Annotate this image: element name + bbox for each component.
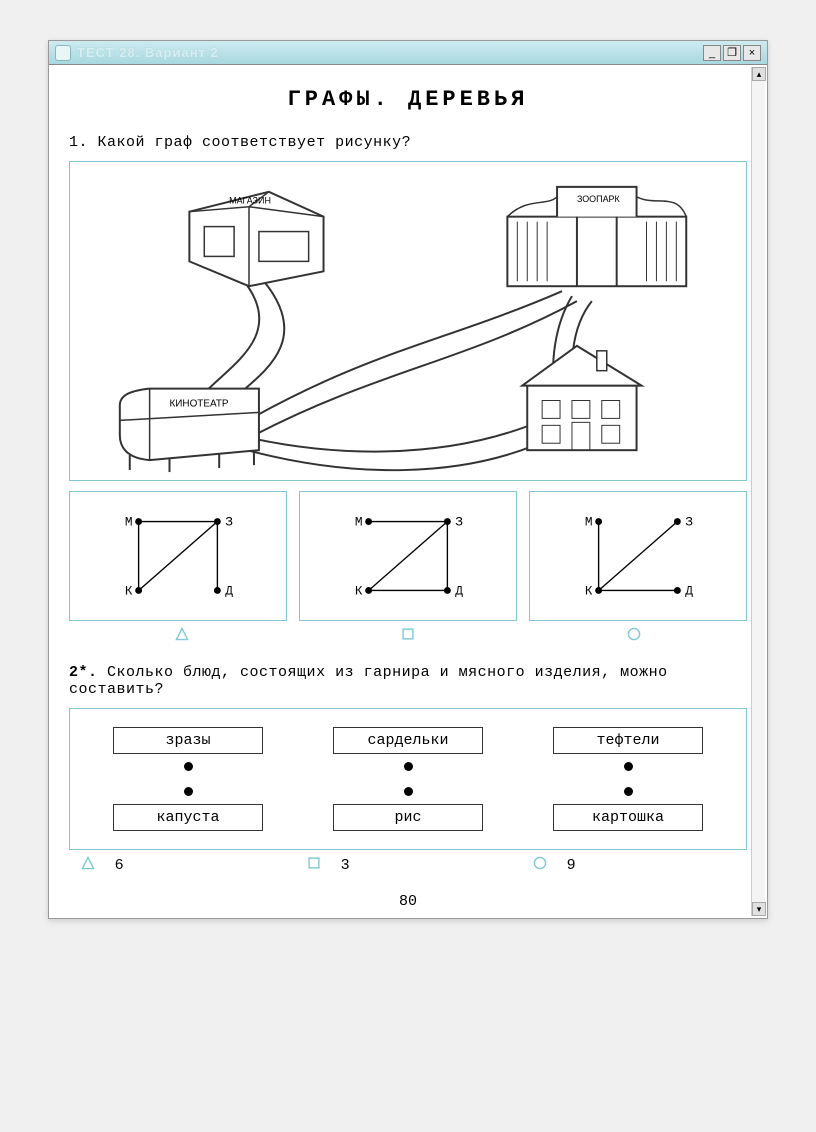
graph-a: М З К Д (70, 492, 286, 620)
page-number: 80 (69, 893, 747, 910)
svg-text:З: З (685, 514, 693, 529)
svg-text:Д: Д (225, 583, 233, 598)
q2-diagram: зразы капуста сардельки рис тефтели карт… (69, 708, 747, 850)
svg-text:М: М (125, 514, 133, 529)
dot-icon (404, 762, 413, 771)
q1-number: 1. (69, 134, 88, 151)
marker-square-icon[interactable] (307, 856, 321, 875)
q2-number: 2*. (69, 664, 98, 681)
meat-3: тефтели (553, 727, 703, 754)
scroll-up-icon[interactable]: ▴ (752, 67, 766, 81)
dot-icon (404, 787, 413, 796)
cinema-label: КИНОТЕАТР (170, 398, 229, 409)
zoo-label: ЗООПАРК (577, 194, 621, 204)
meat-1: зразы (113, 727, 263, 754)
svg-text:З: З (455, 514, 463, 529)
q2-answers: 6 3 9 (69, 856, 747, 875)
dot-icon (184, 787, 193, 796)
side-3: картошка (553, 804, 703, 831)
svg-text:Д: Д (455, 583, 463, 598)
meat-row: зразы капуста сардельки рис тефтели карт… (98, 727, 718, 831)
q2-text: 2*. Сколько блюд, состоящих из гарнира и… (69, 664, 747, 698)
building-house (522, 346, 641, 450)
marker-circle-icon[interactable] (533, 856, 547, 875)
q1-question: Какой граф соответствует рисунку? (98, 134, 412, 151)
map-svg: МАГАЗИН ЗООПАРК (70, 162, 746, 480)
q2-question: Сколько блюд, состоящих из гарнира и мяс… (69, 664, 668, 698)
svg-text:К: К (585, 583, 593, 598)
marker-triangle-icon[interactable] (175, 627, 189, 646)
q1-option-a: М З К Д (69, 491, 287, 621)
marker-triangle-icon[interactable] (81, 856, 95, 875)
app-icon (55, 45, 71, 61)
q1-option-c: М З К Д (529, 491, 747, 621)
marker-circle-icon[interactable] (627, 627, 641, 646)
dot-icon (624, 762, 633, 771)
svg-text:К: К (355, 583, 363, 598)
scrollbar[interactable]: ▴ ▾ (751, 67, 765, 916)
answer-b: 3 (341, 857, 350, 874)
window-buttons: _ ❐ × (703, 45, 761, 61)
shop-label: МАГАЗИН (229, 196, 271, 206)
marker-square-icon[interactable] (401, 627, 415, 646)
page-title: ГРАФЫ. ДЕРЕВЬЯ (69, 87, 747, 112)
side-1: капуста (113, 804, 263, 831)
svg-text:К: К (125, 583, 133, 598)
side-2: рис (333, 804, 483, 831)
app-window: ТЕСТ 28. Вариант 2 _ ❐ × ▴ ▾ ГРАФЫ. ДЕРЕ… (48, 40, 768, 919)
building-shop: МАГАЗИН (189, 192, 323, 286)
food-col-3: тефтели картошка (538, 727, 718, 831)
q1-illustration: МАГАЗИН ЗООПАРК (69, 161, 747, 481)
answer-a: 6 (115, 857, 124, 874)
q1-markers (69, 627, 747, 646)
building-cinema: КИНОТЕАТР (120, 389, 259, 472)
svg-text:Д: Д (685, 583, 693, 598)
svg-text:М: М (585, 514, 593, 529)
window-title: ТЕСТ 28. Вариант 2 (77, 45, 703, 60)
svg-text:М: М (355, 514, 363, 529)
dot-icon (184, 762, 193, 771)
svg-text:З: З (225, 514, 233, 529)
answer-c: 9 (567, 857, 576, 874)
q1-text: 1. Какой граф соответствует рисунку? (69, 134, 747, 151)
minimize-button[interactable]: _ (703, 45, 721, 61)
page-content: ▴ ▾ ГРАФЫ. ДЕРЕВЬЯ 1. Какой граф соответ… (49, 65, 767, 918)
q1-option-b: М З К Д (299, 491, 517, 621)
graph-b: М З К Д (300, 492, 516, 620)
building-zoo: ЗООПАРК (507, 187, 686, 286)
dot-icon (624, 787, 633, 796)
meat-2: сардельки (333, 727, 483, 754)
titlebar: ТЕСТ 28. Вариант 2 _ ❐ × (49, 41, 767, 65)
close-button[interactable]: × (743, 45, 761, 61)
q1-options: М З К Д М З К Д М З К Д (69, 491, 747, 621)
maximize-button[interactable]: ❐ (723, 45, 741, 61)
scroll-down-icon[interactable]: ▾ (752, 902, 766, 916)
food-col-2: сардельки рис (318, 727, 498, 831)
food-col-1: зразы капуста (98, 727, 278, 831)
graph-c: М З К Д (530, 492, 746, 620)
